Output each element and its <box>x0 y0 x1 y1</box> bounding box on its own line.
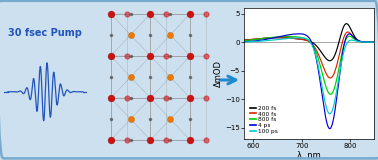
4 ps <box>242 41 246 43</box>
4 ps <box>320 96 325 97</box>
Legend: 200 fs, 400 fs, 800 fs, 4 ps, 100 ps: 200 fs, 400 fs, 800 fs, 4 ps, 100 ps <box>249 105 278 135</box>
200 fs <box>276 37 280 39</box>
400 fs <box>328 77 333 79</box>
100 ps <box>302 37 307 39</box>
Line: 400 fs: 400 fs <box>244 32 376 78</box>
4 ps <box>265 38 270 40</box>
200 fs <box>344 23 349 25</box>
Line: 200 fs: 200 fs <box>244 24 376 61</box>
4 ps <box>297 33 301 35</box>
X-axis label: λ  nm: λ nm <box>297 151 321 160</box>
100 ps <box>328 113 332 115</box>
Line: 100 ps: 100 ps <box>244 38 376 114</box>
800 fs <box>302 37 306 39</box>
800 fs <box>374 41 378 43</box>
400 fs <box>342 36 346 38</box>
4 ps <box>331 121 335 123</box>
800 fs <box>330 91 335 93</box>
200 fs <box>342 25 346 27</box>
200 fs <box>330 58 335 60</box>
4 ps <box>374 41 378 43</box>
200 fs <box>302 39 306 40</box>
400 fs <box>302 39 306 41</box>
Y-axis label: ΔmOD: ΔmOD <box>214 60 223 87</box>
4 ps <box>276 36 280 38</box>
400 fs <box>265 37 270 39</box>
100 ps <box>242 41 246 43</box>
200 fs <box>320 52 324 54</box>
Line: 800 fs: 800 fs <box>244 36 376 94</box>
100 ps <box>342 49 347 51</box>
400 fs <box>330 75 335 77</box>
800 fs <box>342 44 346 45</box>
800 fs <box>347 35 352 37</box>
200 fs <box>265 37 270 39</box>
100 ps <box>320 87 325 89</box>
Text: 30 fsec Pump: 30 fsec Pump <box>8 28 82 38</box>
100 ps <box>265 40 270 42</box>
200 fs <box>328 60 332 62</box>
4 ps <box>302 33 307 35</box>
100 ps <box>331 107 335 109</box>
800 fs <box>320 72 324 74</box>
400 fs <box>276 37 280 39</box>
200 fs <box>242 39 246 41</box>
800 fs <box>276 36 280 38</box>
100 ps <box>276 38 280 40</box>
4 ps <box>342 43 347 45</box>
800 fs <box>242 40 246 42</box>
400 fs <box>242 39 246 41</box>
4 ps <box>328 128 332 130</box>
400 fs <box>374 41 378 43</box>
100 ps <box>374 41 378 43</box>
200 fs <box>374 41 378 43</box>
400 fs <box>345 31 350 33</box>
Line: 4 ps: 4 ps <box>244 34 376 129</box>
400 fs <box>320 63 324 65</box>
800 fs <box>328 93 333 95</box>
800 fs <box>265 37 270 39</box>
100 ps <box>296 37 301 39</box>
